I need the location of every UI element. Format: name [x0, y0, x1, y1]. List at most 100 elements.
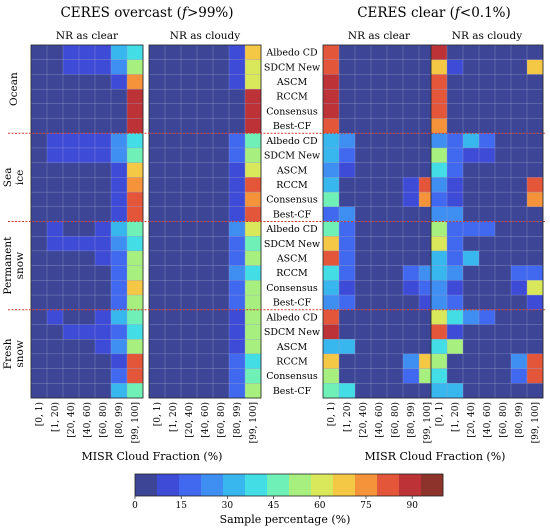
heatmap-cell	[402, 206, 420, 222]
heatmap-cell	[94, 280, 112, 296]
heatmap-cell	[370, 236, 388, 252]
surface-group-label: Fresh	[2, 338, 14, 369]
heatmap-cell	[180, 162, 198, 178]
heatmap-cell	[78, 324, 96, 340]
heatmap-cell	[370, 88, 388, 105]
heatmap-cell	[402, 44, 420, 61]
panel-frame	[430, 44, 544, 399]
heatmap-cell	[126, 162, 144, 178]
heatmap-cell	[148, 147, 166, 164]
x-tick-label: [0, 1)	[152, 402, 163, 426]
heatmap-cell	[78, 133, 96, 149]
heatmap-cell	[46, 133, 64, 149]
heatmap-cell	[370, 59, 388, 75]
heatmap-cell	[338, 265, 356, 281]
x-tick-label: [0, 1)	[326, 402, 337, 426]
heatmap-cell	[494, 88, 512, 105]
heatmap-cell	[148, 162, 166, 178]
heatmap-cell	[402, 250, 420, 267]
heatmap-cell	[526, 383, 544, 399]
heatmap-cell	[212, 191, 230, 208]
heatmap-cell	[446, 221, 464, 237]
heatmap-cell	[148, 59, 166, 75]
heatmap-cell	[494, 324, 512, 340]
heatmap-cell	[354, 191, 372, 208]
heatmap-cell	[196, 206, 214, 222]
heatmap-cell	[78, 74, 96, 90]
heatmap-cell	[46, 103, 64, 120]
heatmap-cell	[462, 280, 480, 296]
row-label: ASCM	[276, 77, 308, 88]
row-label: RCCM	[276, 268, 308, 279]
heatmap-cell	[462, 250, 480, 267]
heatmap-cell	[46, 250, 64, 267]
heatmap-cell	[526, 103, 544, 120]
heatmap-cell	[62, 338, 80, 355]
heatmap-cell	[478, 221, 496, 237]
heatmap-cell	[180, 221, 198, 237]
heatmap-cell	[30, 280, 48, 296]
colorbar-segment	[355, 474, 378, 496]
heatmap-cell	[338, 206, 356, 222]
x-tick-label: [1, 20)	[168, 402, 179, 432]
heatmap-cell	[62, 118, 80, 134]
heatmap-cell	[212, 338, 230, 355]
heatmap-cell	[338, 191, 356, 208]
heatmap-cell	[110, 236, 128, 252]
heatmap-cell	[478, 162, 496, 178]
heatmap-cell	[212, 147, 230, 164]
heatmap-cell	[110, 265, 128, 281]
heatmap-cell	[46, 265, 64, 281]
heatmap-cell	[78, 250, 96, 267]
heatmap-cell	[164, 338, 182, 355]
heatmap-cell	[386, 44, 404, 61]
heatmap-cell	[228, 236, 246, 252]
heatmap-cell	[228, 294, 246, 311]
heatmap-cell	[526, 280, 544, 296]
heatmap-cell	[78, 294, 96, 311]
heatmap-cell	[494, 118, 512, 134]
heatmap-cell	[338, 162, 356, 178]
heatmap-cell	[430, 236, 448, 252]
heatmap-cell	[402, 338, 420, 355]
heatmap-cell	[370, 221, 388, 237]
heatmap-cell	[386, 221, 404, 237]
colorbar-tick-label: 30	[222, 501, 234, 511]
heatmap-cell	[30, 206, 48, 222]
heatmap-cell	[110, 309, 128, 325]
row-label: Best-CF	[273, 121, 312, 132]
heatmap-cell	[386, 162, 404, 178]
heatmap-cell	[94, 236, 112, 252]
heatmap-cell	[478, 309, 496, 325]
colorbar-segment	[333, 474, 356, 496]
heatmap-cell	[510, 206, 528, 222]
left-x-axis-label: MISR Cloud Fraction (%)	[82, 450, 223, 463]
heatmap-cell	[30, 59, 48, 75]
heatmap-cell	[148, 280, 166, 296]
heatmap-cell	[526, 191, 544, 208]
heatmap-cell	[322, 147, 340, 164]
heatmap-cell	[244, 59, 262, 75]
heatmap-cell	[526, 294, 544, 311]
x-tick-label: [0, 1)	[434, 402, 445, 426]
heatmap-cell	[478, 103, 496, 120]
heatmap-cell	[196, 368, 214, 384]
heatmap-cell	[430, 265, 448, 281]
heatmap-cell	[148, 44, 166, 61]
heatmap-cell	[478, 383, 496, 399]
heatmap-cell	[494, 383, 512, 399]
heatmap-cell	[94, 147, 112, 164]
heatmap-cell	[478, 44, 496, 61]
heatmap-cell	[386, 353, 404, 370]
heatmap-cell	[526, 221, 544, 237]
heatmap-cell	[62, 74, 80, 90]
heatmap-cell	[148, 324, 166, 340]
row-label: SDCM New	[264, 327, 320, 338]
heatmap-cell	[370, 309, 388, 325]
heatmap-cell	[180, 44, 198, 61]
heatmap-cell	[478, 324, 496, 340]
heatmap-cell	[526, 236, 544, 252]
colorbar: 0 15 30 45 60 75 90	[132, 473, 444, 511]
heatmap-cell	[338, 147, 356, 164]
heatmap-cell	[46, 309, 64, 325]
